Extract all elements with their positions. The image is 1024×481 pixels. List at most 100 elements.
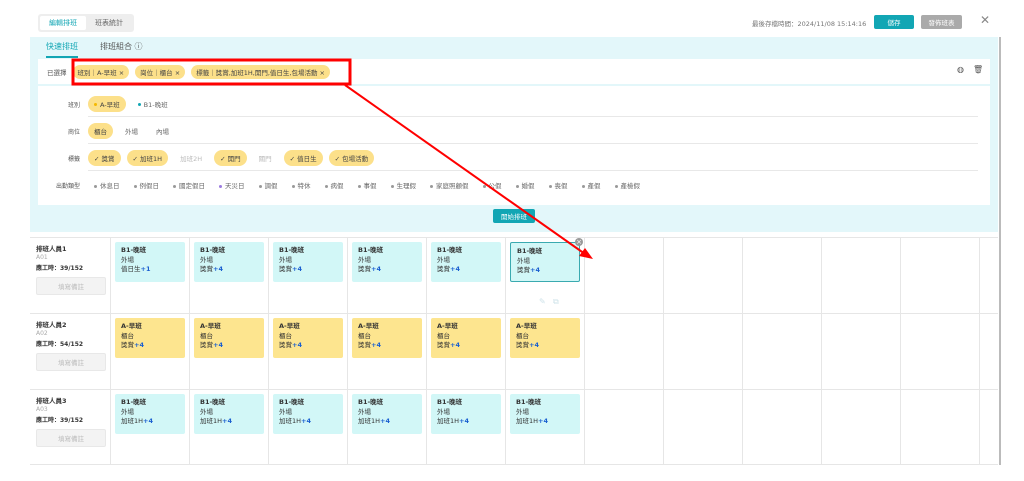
shift-card[interactable]: B1-晚班 外場 加班1H+4	[273, 394, 343, 434]
card-tag: 獎賞+4	[200, 265, 258, 275]
save-button[interactable]: 儲存	[874, 15, 914, 29]
row-divider	[30, 237, 998, 238]
card-shift: B1-晚班	[358, 246, 384, 254]
palette-icon[interactable]: ◍	[957, 65, 964, 74]
option-label: 產檢假	[620, 182, 641, 190]
card-post: 櫃台	[279, 331, 292, 340]
shift-card[interactable]: B1-晚班 外場 值日生+1	[115, 242, 185, 282]
leave-option[interactable]: 調假	[253, 177, 284, 193]
selected-chip[interactable]: 標籤｜獎賞,加班1H,開門,值日生,包場活動 ×	[191, 64, 330, 79]
option-label: 生理假	[396, 182, 417, 190]
edit-icon[interactable]: ✎	[539, 297, 546, 306]
leave-option[interactable]: 喪假	[543, 177, 574, 193]
shift-card[interactable]: A-早班 櫃台 獎賞+4	[431, 318, 501, 358]
card-tag: 獎賞+4	[279, 265, 337, 275]
tag-name: 獎賞	[437, 341, 450, 349]
tag-name: 加班1H	[279, 417, 302, 425]
shift-card[interactable]: B1-晚班 外場 加班1H+4	[510, 394, 580, 434]
tag-option[interactable]: ✓ 包場活動	[328, 149, 375, 166]
leave-option[interactable]: 婚假	[510, 177, 541, 193]
dot-icon	[581, 184, 585, 188]
filter-area: 班別 A-早班 B1-晚班 崗位 櫃台 外場 內場 標籤 ✓ 獎賞 ✓ 加班1H 加班2H ✓ 開…	[38, 86, 990, 205]
trash-icon[interactable]: 🗑	[973, 65, 984, 74]
note-input[interactable]: 填寫備註	[36, 277, 106, 295]
tag-option[interactable]: ✓ 開門	[214, 149, 247, 166]
shift-card[interactable]: B1-晚班 外場 加班1H+4	[352, 394, 422, 434]
post-option[interactable]: 櫃台	[88, 122, 113, 139]
shift-card[interactable]: A-早班 櫃台 獎賞+4	[510, 318, 580, 358]
leave-option[interactable]: 病假	[319, 177, 350, 193]
view-tabs: 編輯排班 班表統計	[38, 14, 134, 32]
leave-option[interactable]: 產檢假	[609, 177, 647, 193]
tag-option[interactable]: 加班2H	[180, 154, 203, 163]
shift-option[interactable]: A-早班	[88, 95, 126, 112]
shift-card[interactable]: A-早班 櫃台 獎賞+4	[352, 318, 422, 358]
dot-icon	[482, 184, 486, 188]
leave-option[interactable]: 天災日	[213, 177, 251, 193]
selected-chip[interactable]: 崗位｜櫃台 ×	[135, 64, 186, 79]
tag-name: 獎賞	[437, 265, 450, 273]
copy-icon[interactable]: ⧉	[553, 297, 559, 306]
leave-option[interactable]: 休息日	[88, 177, 126, 193]
tag-more-count: +4	[371, 265, 381, 273]
remove-card-icon[interactable]: ×	[575, 238, 583, 246]
tab-edit-schedule[interactable]: 編輯排班	[40, 16, 86, 30]
leave-option[interactable]: 公假	[477, 177, 508, 193]
leave-option[interactable]: 特休	[286, 177, 317, 193]
shift-card[interactable]: A-早班 櫃台 獎賞+4	[115, 318, 185, 358]
tag-option[interactable]: ✓ 獎賞	[88, 149, 121, 166]
card-shift: B1-晚班	[517, 247, 543, 255]
shift-card[interactable]: B1-晚班 外場 加班1H+4	[194, 394, 264, 434]
tab-quick-schedule[interactable]: 快速排班	[46, 41, 78, 58]
column-divider	[663, 237, 664, 465]
shift-option[interactable]: B1-晚班	[132, 96, 174, 112]
post-option[interactable]: 外場	[125, 127, 138, 136]
tab-schedule-stats[interactable]: 班表統計	[95, 19, 123, 27]
note-input[interactable]: 填寫備註	[36, 429, 106, 447]
publish-button[interactable]: 發佈班表	[921, 15, 962, 29]
card-tag: 獎賞+4	[358, 341, 416, 351]
option-label: 特休	[297, 182, 311, 190]
note-input[interactable]: 填寫備註	[36, 353, 106, 371]
tag-option[interactable]: ✓ 值日生	[283, 149, 323, 166]
shift-card[interactable]: B1-晚班 外場 獎賞+4	[273, 242, 343, 282]
post-option[interactable]: 內場	[156, 127, 169, 136]
tag-more-count: +4	[450, 341, 460, 349]
column-divider	[268, 237, 269, 465]
leave-option[interactable]: 生理假	[385, 177, 423, 193]
card-post: 外場	[358, 255, 371, 264]
tag-more-count: +4	[380, 417, 391, 425]
shift-card[interactable]: B1-晚班 外場 加班1H+4	[431, 394, 501, 434]
leave-option[interactable]: 例假日	[128, 177, 166, 193]
shift-card[interactable]: A-早班 櫃台 獎賞+4	[194, 318, 264, 358]
annotation-arrow	[344, 84, 586, 255]
shift-card[interactable]: B1-晚班 外場 獎賞+4 × ✎ ⧉	[510, 238, 583, 306]
leave-option[interactable]: 家庭照顧假	[424, 177, 475, 193]
employee-info: 排班人員2 A02 應工時：54/152 填寫備註	[36, 319, 106, 371]
shift-card[interactable]: B1-晚班 外場 加班1H+4	[115, 394, 185, 434]
card-shift: A-早班	[279, 322, 300, 330]
shift-card[interactable]: B1-晚班 外場 獎賞+4	[431, 242, 501, 282]
scrollbar[interactable]	[999, 37, 1001, 465]
shift-card[interactable]: A-早班 櫃台 獎賞+4	[273, 318, 343, 358]
shift-card[interactable]: B1-晚班 外場 獎賞+4	[352, 242, 422, 282]
tag-more-count: +4	[301, 417, 312, 425]
selected-chip[interactable]: 班別｜A-早班 ×	[72, 64, 130, 79]
shift-card[interactable]: B1-晚班 外場 獎賞+4	[194, 242, 264, 282]
column-divider	[979, 237, 980, 465]
card-shift: B1-晚班	[121, 246, 147, 254]
tag-option[interactable]: ✓ 加班1H	[126, 149, 169, 166]
tag-name: 獎賞	[121, 341, 134, 349]
card-tag: 加班1H+4	[516, 417, 574, 427]
leave-option[interactable]: 國定假日	[167, 177, 211, 193]
close-icon[interactable]: ✕	[980, 13, 991, 27]
tag-option[interactable]: 關門	[258, 154, 272, 163]
tab-schedule-combo[interactable]: 排班組合 ⓘ	[100, 42, 143, 51]
dot-icon	[324, 184, 328, 188]
tag-name: 獎賞	[279, 265, 292, 273]
dot-icon	[430, 184, 433, 188]
leave-option[interactable]: 產假	[576, 177, 607, 193]
employee-code: A03	[36, 406, 48, 413]
card-tag: 加班1H+4	[121, 417, 179, 427]
leave-option[interactable]: 事假	[352, 177, 383, 193]
